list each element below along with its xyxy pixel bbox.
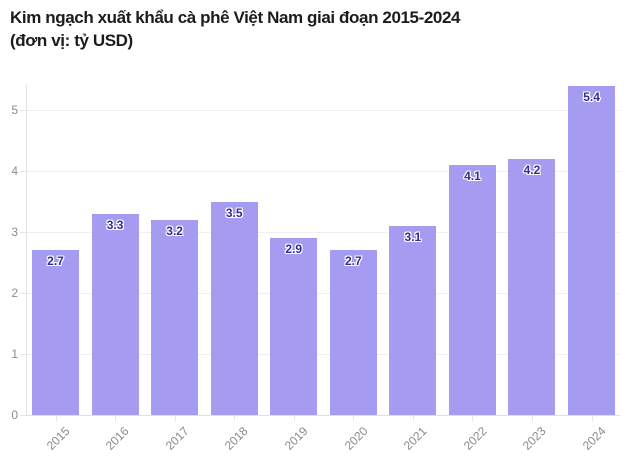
x-axis-label-2020: 2020 [341,424,371,453]
bar-value-label-2020: 2.7 [344,254,362,269]
y-axis-label-0: 0 [11,408,18,422]
y-axis-tick-0 [20,415,26,416]
x-axis-tick-2019 [293,416,295,421]
bar-value-label-2023: 4.2 [523,162,541,177]
bar-value-label-2022: 4.1 [464,168,481,183]
bar-2021 [389,225,437,415]
bar-value-label-2015: 2.7 [47,254,64,269]
gridline-y-5 [26,110,620,111]
bar-2016 [91,213,139,415]
x-axis-label-2018: 2018 [222,424,252,453]
bar-value-label-2017: 3.2 [166,223,183,238]
gridline-y-0 [26,415,620,416]
x-axis-tick-2021 [412,416,414,421]
x-axis-label-2022: 2022 [460,424,490,453]
bar-2022 [448,164,496,415]
gridline-y-1 [26,354,620,355]
bar-value-label-2021: 3.1 [404,229,422,244]
x-axis-tick-2018 [234,416,236,421]
y-axis-tick-1 [20,354,26,355]
x-axis-tick-2017 [174,416,176,421]
bar-2017 [151,219,199,415]
bar-value-label-2018: 3.5 [225,205,243,220]
y-axis-label-3: 3 [11,225,18,239]
x-axis-label-2019: 2019 [281,424,311,453]
bar-2015 [32,250,79,415]
gridline-y-3 [26,232,620,233]
bar-2024 [568,85,616,415]
y-axis-tick-2 [20,293,26,294]
x-axis-tick-2020 [353,416,355,421]
y-axis-label-1: 1 [11,347,18,361]
x-axis-tick-2016 [115,416,117,421]
bar-2020 [329,250,377,415]
y-axis-tick-4 [20,171,26,172]
y-axis-label-4: 4 [11,164,18,178]
x-axis-label-2024: 2024 [579,424,609,453]
bar-value-label-2024: 5.4 [583,89,600,104]
bar-2018 [210,201,258,415]
x-axis-label-2021: 2021 [400,424,430,453]
bar-value-label-2019: 2.9 [285,242,303,257]
x-axis-label-2016: 2016 [103,424,132,453]
y-axis-tick-5 [20,110,26,111]
bar-2023 [508,158,556,415]
gridline-y-2 [26,293,620,294]
y-axis-label-5: 5 [11,103,18,117]
x-axis-tick-2015 [55,416,57,421]
x-axis-tick-2023 [531,416,533,421]
x-axis-tick-2024 [591,416,593,421]
chart-title-line-2: (đơn vị: tỷ USD) [10,31,133,50]
x-axis-label-2017: 2017 [162,424,192,453]
bar-value-label-2016: 3.3 [106,217,124,232]
x-axis-tick-2022 [472,416,474,421]
x-axis-label-2023: 2023 [520,424,549,453]
y-axis-line [26,84,27,416]
gridline-y-4 [26,171,620,172]
y-axis-label-2: 2 [11,286,18,300]
bar-2019 [270,238,318,415]
chart-title: Kim ngạch xuất khẩu cà phê Việt Nam giai… [10,6,630,52]
x-axis-label-2015: 2015 [43,424,73,453]
chart-title-line-1: Kim ngạch xuất khẩu cà phê Việt Nam giai… [10,8,461,27]
y-axis-tick-3 [20,232,26,233]
